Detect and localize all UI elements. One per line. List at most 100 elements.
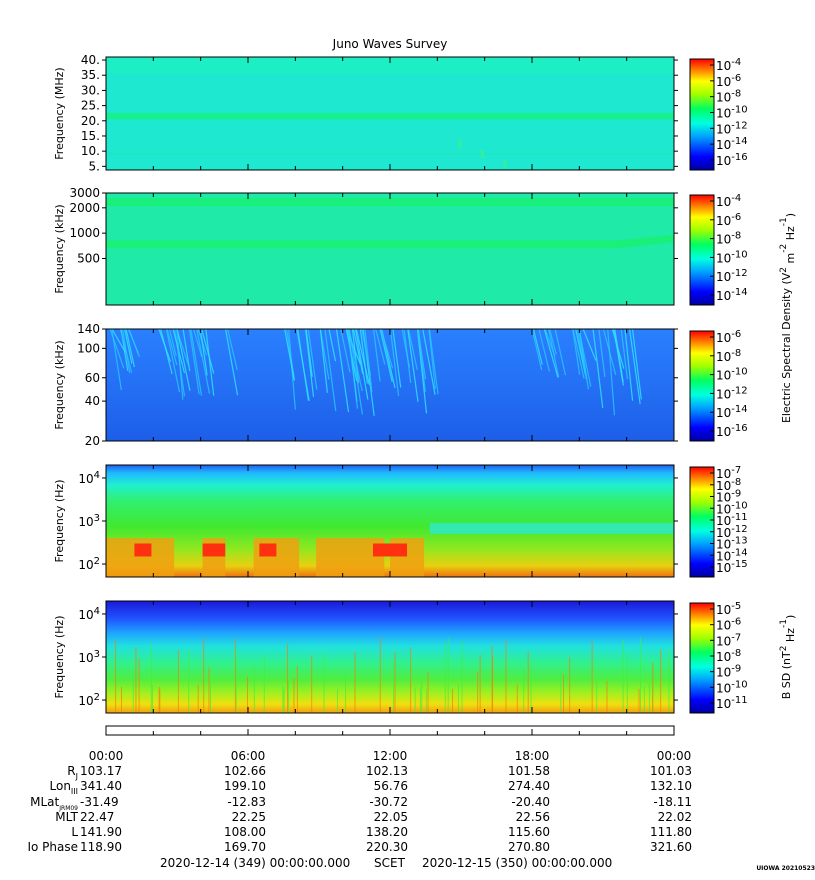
emission-streak xyxy=(572,328,585,379)
emission-streak xyxy=(335,328,350,413)
emission-streak xyxy=(407,328,419,402)
colorbar-tick-label: 10-11 xyxy=(716,695,748,711)
ephemeris-value: 138.20 xyxy=(366,825,408,839)
emission-streak xyxy=(624,328,634,401)
ephemeris-value: -18.11 xyxy=(653,795,692,809)
ephemeris-value: 274.40 xyxy=(508,779,550,793)
ephemeris-label: LonIII xyxy=(50,779,79,796)
emission-streak xyxy=(199,328,208,376)
emission-streak xyxy=(340,328,351,373)
colorbar-tick-label: 10-6 xyxy=(716,329,741,345)
colorbar-tick-label: 10-14 xyxy=(716,287,748,303)
emission-streak xyxy=(347,328,359,409)
colorbar xyxy=(689,602,715,714)
emission-streak xyxy=(176,328,184,400)
colorbar-tick-label: 10-6 xyxy=(716,617,741,633)
y-tick-label: 103 xyxy=(78,649,100,665)
emission-streak xyxy=(379,328,393,382)
ephemeris-value: 132.10 xyxy=(650,779,692,793)
y-tick-label: 102 xyxy=(78,692,100,708)
emission-streak xyxy=(554,328,567,376)
emission-streak xyxy=(348,328,363,392)
colorbar-tick-label: 10-4 xyxy=(716,57,741,73)
ephemeris-value: 169.70 xyxy=(224,840,266,854)
footer-end-time: 2020-12-15 (350) 00:00:00.000 xyxy=(422,856,613,870)
emission-streak xyxy=(125,328,135,368)
colorbar xyxy=(689,466,715,578)
magnetic-colorbar-title: B SD (nT2 Hz-1) xyxy=(779,615,797,700)
colorbar-tick-label: 10-8 xyxy=(716,89,741,105)
ephemeris-value: 102.13 xyxy=(366,764,408,778)
y-tick-label: 20 xyxy=(85,434,100,448)
ephemeris-value: 22.25 xyxy=(232,810,266,824)
ephemeris-value: 22.05 xyxy=(374,810,408,824)
emission-streak xyxy=(531,328,543,371)
y-tick-label: 15. xyxy=(81,129,100,143)
emission-streak xyxy=(328,328,337,362)
y-tick-label: 20. xyxy=(81,114,100,128)
colorbar-tick-label: 10-10 xyxy=(716,367,748,383)
band-akr-rise xyxy=(617,235,674,249)
y-tick-label: 25. xyxy=(81,99,100,113)
emission-streak xyxy=(351,328,360,384)
ephemeris-row: LonIII 341.40 199.10 56.76 274.40 132.10 xyxy=(50,779,693,796)
ephemeris-row: MLT 22.47 22.25 22.05 22.56 22.02 xyxy=(55,810,692,824)
emission-streak xyxy=(165,328,181,393)
emission-streak xyxy=(297,328,310,401)
spectrogram-background xyxy=(106,193,674,305)
y-tick-label: 35. xyxy=(81,68,100,82)
emission-streak xyxy=(201,328,215,374)
emission-streak xyxy=(428,328,436,389)
emission-streak xyxy=(380,328,394,369)
emission-streak xyxy=(355,328,370,385)
time-axis: 00:00 06:00 12:00 18:00 00:00 xyxy=(89,725,691,763)
emission-streak xyxy=(422,328,436,395)
emission-streak xyxy=(598,328,606,377)
y-tick-label: 140 xyxy=(77,322,100,336)
colorbar-tick-label: 10-12 xyxy=(716,120,748,136)
colorbar-tick-label: 10-8 xyxy=(716,477,741,493)
emission-streak xyxy=(119,328,133,373)
ephemeris-label: L xyxy=(71,825,78,839)
colorbar-tick-label: 10-12 xyxy=(716,524,748,540)
emission-streak xyxy=(319,328,329,393)
emission-streak xyxy=(193,328,203,358)
colorbar-tick-label: 10-16 xyxy=(716,152,748,168)
emission-streak xyxy=(392,328,402,388)
colorbar xyxy=(689,58,715,171)
emission-streak xyxy=(620,328,628,380)
intense-burst xyxy=(259,543,277,557)
emission-streak xyxy=(372,328,381,382)
emission-streak xyxy=(188,328,200,395)
emission-streak xyxy=(354,328,369,400)
emission-streak xyxy=(578,328,592,387)
panel-hfwbr-high: 40.35.30. 25.20.15.10.5. Frequency (MHz) 10… xyxy=(53,53,748,173)
intense-burst xyxy=(372,543,408,557)
ephemeris-row: MLatJRM09 -31.49 -12.83 -30.72 -20.40 -18.11 xyxy=(30,795,692,812)
time-label: 06:00 xyxy=(231,749,266,763)
time-label: 18:00 xyxy=(515,749,550,763)
electric-colorbar-title: Electric Spectral Density (V2 m-2 Hz-1) xyxy=(779,213,797,423)
emission-streak xyxy=(111,328,127,353)
ephemeris-value: 341.40 xyxy=(80,779,122,793)
y-tick-label: 104 xyxy=(78,470,100,486)
y-tick-label: 500 xyxy=(77,251,100,265)
colorbar-tick-label: 10-12 xyxy=(716,268,748,284)
y-tick-label: 30. xyxy=(81,83,100,97)
ephemeris-row: RJ 103.17 102.66 102.13 101.58 101.03 xyxy=(67,764,692,781)
colorbar-tick-label: 10-7 xyxy=(716,465,741,481)
colorbar-tick-label: 10-13 xyxy=(716,536,748,552)
spectrogram-background xyxy=(106,601,674,713)
panel-lfr-low: 104 103 102 Frequency (Hz) 10-710-810-910-10… xyxy=(53,464,748,578)
colorbar-tick-label: 10-6 xyxy=(716,212,741,228)
ephemeris-value: 22.47 xyxy=(80,810,114,824)
ephemeris-value: -31.49 xyxy=(80,795,119,809)
credit-label: UIOWA 20210523 xyxy=(756,865,815,872)
ephemeris-value: 101.58 xyxy=(508,764,550,778)
emission-streak xyxy=(227,328,238,370)
emission-streak xyxy=(417,328,427,380)
colorbar-tick-label: 10-10 xyxy=(716,105,748,121)
ephemeris-value: 22.56 xyxy=(516,810,550,824)
ephemeris-value: 199.10 xyxy=(224,779,266,793)
